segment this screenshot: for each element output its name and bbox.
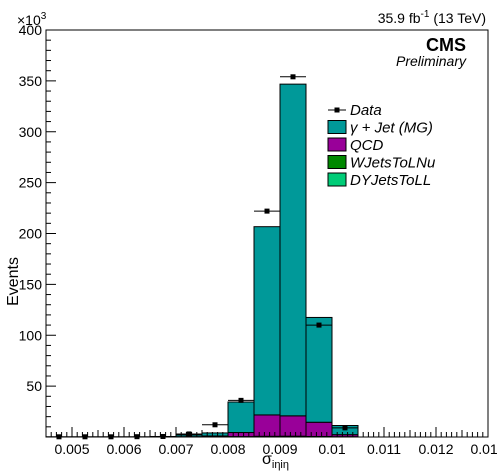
bar-2-8 [253, 414, 281, 437]
x-tick-label-6: 0.011 [367, 441, 401, 457]
data-point-4 [160, 433, 166, 439]
luminosity-label: 35.9 fb-1 (13 TeV) [378, 9, 486, 26]
x-tick-label-3: 0.008 [210, 441, 245, 457]
bar-3-6 [201, 432, 229, 437]
data-point-9 [290, 74, 296, 80]
axis-ticks: 50 100 150 200 250 300 350 400 0.005 0.006 0.007 0.… [19, 22, 498, 457]
y-tick-label-5: 300 [19, 124, 43, 140]
bar-2-7 [227, 432, 255, 438]
x-axis-title-main: σ [262, 451, 272, 468]
data-point-10 [316, 322, 322, 328]
y-tick-label-3: 200 [19, 226, 43, 242]
experiment-label: CMS [426, 35, 466, 55]
multiplier-label: ×103 [17, 11, 47, 28]
y-tick-label-4: 250 [19, 175, 43, 191]
x-tick-label-2: 0.007 [158, 441, 193, 457]
y-tick-label-2: 150 [19, 276, 43, 292]
legend-marker [334, 107, 340, 113]
luminosity-value: 35.9 fb [378, 10, 421, 26]
energy-label: (13 TeV) [429, 10, 486, 26]
bar-3-8 [253, 226, 281, 416]
legend-label-0: Data [350, 102, 382, 119]
data-point-6 [212, 422, 218, 428]
legend-label-3: WJetsToLNu [350, 155, 436, 172]
y-tick-label-7: 400 [19, 22, 43, 38]
legend-label-2: QCD [350, 137, 384, 154]
y-tick-label-6: 350 [19, 73, 43, 89]
status-label: Preliminary [396, 53, 467, 69]
stacked-histogram [149, 83, 359, 438]
y-tick-label-1: 100 [19, 327, 43, 343]
multiplier-exp: 3 [41, 11, 47, 22]
x-tick-label-1: 0.006 [106, 441, 141, 457]
y-axis-title: Events [5, 257, 22, 306]
x-tick-label-5: 0.01 [318, 441, 345, 457]
bar-3-10 [305, 316, 333, 423]
legend-swatch-3 [327, 155, 347, 169]
bar-3-9 [279, 83, 307, 417]
legend-swatch-1 [327, 120, 347, 134]
bar-3-7 [227, 401, 255, 434]
multiplier-base: ×10 [17, 12, 41, 28]
legend-swatch-4 [327, 172, 347, 187]
data-point-11 [342, 425, 348, 431]
x-tick-label-4: 0.009 [262, 441, 297, 457]
x-axis-title: σiηiη [262, 451, 289, 471]
legend-label-1: γ + Jet (MG) [350, 120, 433, 137]
x-tick-label-0: 0.005 [54, 441, 89, 457]
data-point-7 [238, 397, 244, 403]
x-tick-label-8: 0.013 [470, 441, 498, 457]
data-point-5 [186, 431, 192, 437]
bar-2-10 [305, 421, 333, 437]
data-point-8 [264, 208, 270, 214]
bar-2-9 [279, 415, 307, 437]
x-axis-title-sub: iηiη [272, 459, 289, 471]
y-tick-label-0: 50 [26, 378, 42, 394]
luminosity-exp: -1 [421, 9, 430, 20]
x-tick-label-7: 0.012 [418, 441, 453, 457]
legend-label-4: DYJetsToLL [350, 172, 431, 189]
legend-swatch-2 [327, 137, 347, 152]
